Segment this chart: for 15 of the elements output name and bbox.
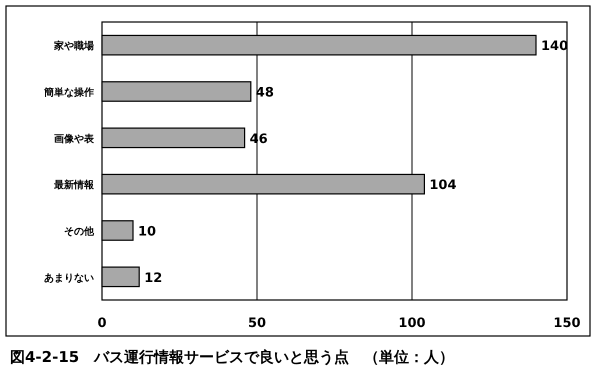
y-tick-label: あまりない (44, 272, 94, 284)
x-tick-label: 0 (97, 316, 107, 331)
x-tick-label: 100 (398, 316, 426, 331)
data-label: 10 (138, 224, 156, 240)
x-tick-label: 50 (248, 316, 266, 331)
text: 図4-2-15 バス運行情報サービスで良いと思う点 （単位：人） (10, 348, 454, 366)
data-label: 104 (429, 178, 457, 194)
y-tick-label: 最新情報 (53, 179, 95, 192)
x-tick-label: 150 (553, 316, 581, 331)
y-tick-label: 画像や表 (54, 132, 95, 145)
data-label: 12 (144, 270, 162, 286)
y-tick-label: 家や職場 (53, 40, 94, 52)
y-tick-label: 簡単な操作 (43, 86, 94, 98)
data-label: 140 (541, 39, 568, 54)
y-tick-label: その他 (64, 226, 95, 238)
